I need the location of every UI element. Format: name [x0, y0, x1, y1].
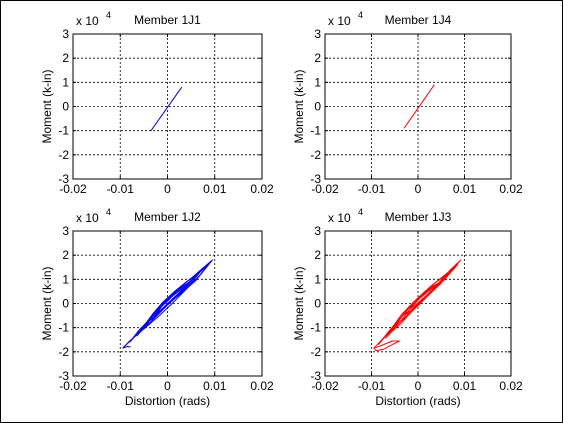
x-axis-label: Distortion (rads) — [125, 394, 210, 408]
y-tick-label: 1 — [314, 75, 321, 89]
y-tick-label: -1 — [310, 124, 321, 138]
exponent-power: 4 — [358, 207, 363, 217]
series-line-6 — [373, 340, 400, 352]
y-tick-label: -3 — [310, 172, 321, 186]
series-line-1 — [122, 259, 213, 349]
x-tick-label: -0.02 — [311, 379, 339, 393]
y-tick-label: -1 — [58, 321, 69, 335]
exponent-label: x 10 — [328, 211, 351, 225]
y-tick-label: 1 — [62, 272, 69, 286]
exponent-power: 4 — [358, 10, 363, 20]
series-line-6 — [155, 282, 190, 315]
y-tick-label: -2 — [58, 148, 69, 162]
x-tick-label: 0.02 — [499, 379, 523, 393]
exponent-label: x 10 — [76, 14, 99, 28]
exponent-label: x 10 — [76, 211, 99, 225]
y-tick-label: 0 — [62, 297, 69, 311]
exponent-label: x 10 — [328, 14, 351, 28]
y-tick-label: 2 — [62, 248, 69, 262]
y-tick-label: 3 — [62, 224, 69, 238]
x-tick-label: -0.01 — [358, 379, 386, 393]
y-tick-label: -3 — [310, 369, 321, 383]
x-tick-label: 0.01 — [203, 379, 227, 393]
chart-title: Member 1J2 — [134, 210, 201, 224]
series-line-1 — [150, 86, 183, 131]
y-axis-label: Moment (k-in) — [40, 69, 54, 143]
y-tick-label: -1 — [310, 321, 321, 335]
x-tick-label: -0.01 — [107, 182, 135, 196]
series-line-7 — [122, 346, 131, 349]
y-axis-label: Moment (k-in) — [292, 69, 306, 143]
y-axis-label: Moment (k-in) — [40, 266, 54, 340]
exponent-power: 4 — [106, 207, 111, 217]
x-tick-label: -0.02 — [59, 182, 87, 196]
chart-title: Member 1J1 — [134, 13, 201, 27]
y-tick-label: 0 — [314, 297, 321, 311]
y-tick-label: -2 — [310, 148, 321, 162]
x-tick-label: 0.02 — [499, 182, 523, 196]
x-tick-label: 0.02 — [250, 379, 274, 393]
y-tick-label: -3 — [58, 172, 69, 186]
chart-title: Member 1J4 — [385, 13, 452, 27]
y-tick-label: 3 — [62, 27, 69, 41]
chart-panel-1: -0.02 -0.01 0 0.01 0.02 3 2 1 0 -1 -2 -3 x 10 4 Member… — [40, 10, 274, 196]
chart-panel-2: -0.02 -0.01 0 0.01 0.02 3 2 1 0 -1 -2 -3 x 10 4 Member… — [292, 10, 523, 196]
x-tick-label: 0 — [415, 182, 422, 196]
y-tick-label: 1 — [62, 75, 69, 89]
x-tick-label: 0 — [415, 379, 422, 393]
x-tick-label: -0.02 — [311, 182, 339, 196]
y-tick-label: 2 — [62, 51, 69, 65]
y-tick-label: 2 — [314, 51, 321, 65]
chart-panel-3: -0.02 -0.01 0 0.01 0.02 3 2 1 0 -1 -2 -3 x 10 4 Member… — [40, 207, 274, 408]
x-tick-label: 0.01 — [453, 182, 477, 196]
x-tick-label: -0.01 — [107, 379, 135, 393]
series-line-4 — [391, 272, 449, 332]
y-tick-label: 1 — [314, 272, 321, 286]
x-tick-label: 0 — [164, 379, 171, 393]
y-tick-label: 3 — [314, 224, 321, 238]
chart-title: Member 1J3 — [385, 210, 452, 224]
exponent-power: 4 — [106, 10, 111, 20]
x-tick-label: 0.02 — [250, 182, 274, 196]
y-tick-label: 2 — [314, 248, 321, 262]
y-tick-label: 3 — [314, 27, 321, 41]
x-tick-label: 0 — [164, 182, 171, 196]
x-tick-label: 0.01 — [453, 379, 477, 393]
x-tick-label: -0.02 — [59, 379, 87, 393]
y-tick-label: -3 — [58, 369, 69, 383]
series-line-7 — [405, 282, 440, 315]
y-tick-label: -2 — [58, 345, 69, 359]
series-line-1 — [403, 84, 435, 129]
x-axis-label: Distortion (rads) — [375, 394, 460, 408]
y-tick-label: 0 — [62, 100, 69, 114]
y-tick-label: 0 — [314, 100, 321, 114]
y-tick-label: -1 — [58, 124, 69, 138]
x-tick-label: -0.01 — [358, 182, 386, 196]
y-axis-label: Moment (k-in) — [292, 266, 306, 340]
x-tick-label: 0.01 — [203, 182, 227, 196]
chart-panel-4: -0.02 -0.01 0 0.01 0.02 3 2 1 0 -1 -2 -3 x 10 4 Member… — [292, 207, 523, 408]
y-tick-label: -2 — [310, 345, 321, 359]
